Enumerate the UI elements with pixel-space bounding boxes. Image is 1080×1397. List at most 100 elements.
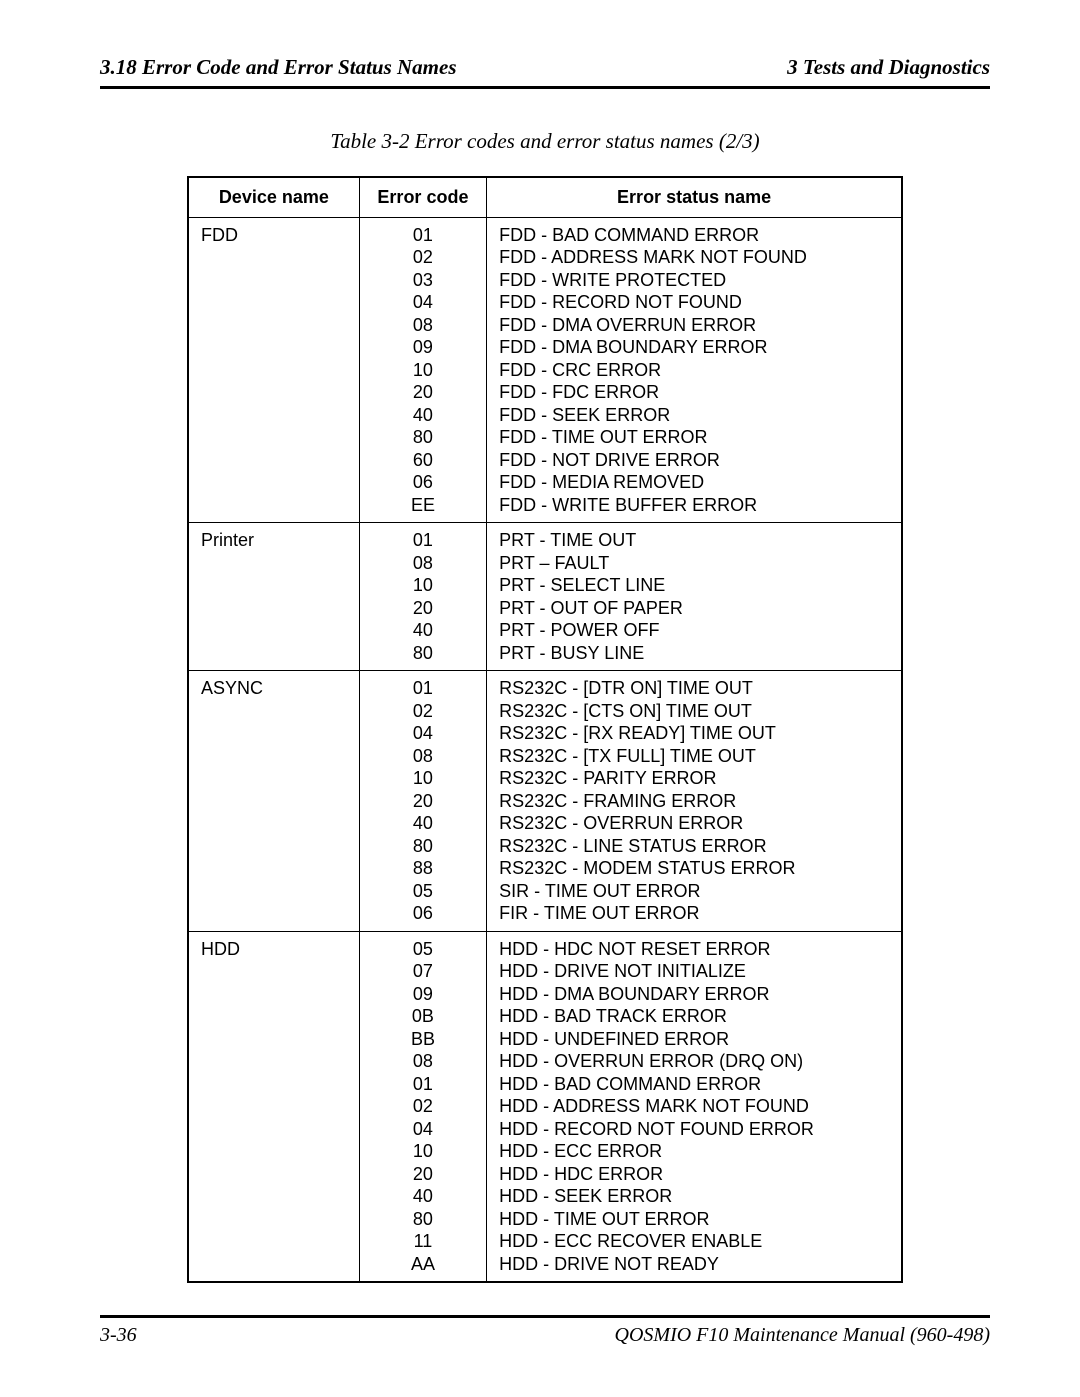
error-status-value: RS232C - [RX READY] TIME OUT — [499, 722, 889, 745]
device-name-cell: Printer — [188, 523, 359, 671]
error-status-value: HDD - TIME OUT ERROR — [499, 1208, 889, 1231]
col-header-device: Device name — [188, 177, 359, 217]
error-status-value: HDD - ECC RECOVER ENABLE — [499, 1230, 889, 1253]
table-caption: Table 3-2 Error codes and error status n… — [100, 129, 990, 154]
error-code-value: 88 — [372, 857, 474, 880]
error-status-value: HDD - HDC ERROR — [499, 1163, 889, 1186]
error-status-value: FDD - NOT DRIVE ERROR — [499, 449, 889, 472]
error-status-value: FDD - RECORD NOT FOUND — [499, 291, 889, 314]
table-header-row: Device name Error code Error status name — [188, 177, 902, 217]
error-code-value: 09 — [372, 983, 474, 1006]
error-code-value: 07 — [372, 960, 474, 983]
error-status-value: HDD - DRIVE NOT INITIALIZE — [499, 960, 889, 983]
error-code-value: 40 — [372, 619, 474, 642]
error-code-value: 08 — [372, 1050, 474, 1073]
device-name-cell: ASYNC — [188, 671, 359, 932]
error-status-value: FDD - FDC ERROR — [499, 381, 889, 404]
error-code-value: 01 — [372, 677, 474, 700]
page: 3.18 Error Code and Error Status Names 3… — [0, 0, 1080, 1397]
error-status-cell: RS232C - [DTR ON] TIME OUTRS232C - [CTS … — [487, 671, 902, 932]
table-row: HDD0507090BBB080102041020408011AAHDD - H… — [188, 931, 902, 1282]
error-code-value: 20 — [372, 597, 474, 620]
error-code-value: 80 — [372, 1208, 474, 1231]
error-status-value: RS232C - [DTR ON] TIME OUT — [499, 677, 889, 700]
error-code-value: 03 — [372, 269, 474, 292]
error-status-value: PRT - OUT OF PAPER — [499, 597, 889, 620]
error-code-value: 01 — [372, 1073, 474, 1096]
error-code-value: 20 — [372, 1163, 474, 1186]
error-code-cell: 010203040809102040806006EE — [359, 217, 486, 523]
error-code-value: 40 — [372, 812, 474, 835]
error-code-value: 0B — [372, 1005, 474, 1028]
error-status-value: FDD - DMA BOUNDARY ERROR — [499, 336, 889, 359]
error-status-value: HDD - ECC ERROR — [499, 1140, 889, 1163]
error-code-value: 11 — [372, 1230, 474, 1253]
error-code-value: 80 — [372, 642, 474, 665]
error-status-value: HDD - BAD COMMAND ERROR — [499, 1073, 889, 1096]
device-name-cell: FDD — [188, 217, 359, 523]
footer-manual-title: QOSMIO F10 Maintenance Manual (960-498) — [615, 1324, 990, 1347]
error-status-value: FIR - TIME OUT ERROR — [499, 902, 889, 925]
page-header: 3.18 Error Code and Error Status Names 3… — [100, 55, 990, 89]
error-status-value: FDD - DMA OVERRUN ERROR — [499, 314, 889, 337]
footer-page-number: 3-36 — [100, 1324, 137, 1347]
error-status-value: FDD - BAD COMMAND ERROR — [499, 224, 889, 247]
error-status-cell: HDD - HDC NOT RESET ERRORHDD - DRIVE NOT… — [487, 931, 902, 1282]
error-status-value: RS232C - FRAMING ERROR — [499, 790, 889, 813]
error-code-value: EE — [372, 494, 474, 517]
error-status-value: HDD - HDC NOT RESET ERROR — [499, 938, 889, 961]
error-code-value: 80 — [372, 426, 474, 449]
error-code-value: 10 — [372, 574, 474, 597]
error-code-value: 09 — [372, 336, 474, 359]
error-code-cell: 010810204080 — [359, 523, 486, 671]
error-code-value: 20 — [372, 790, 474, 813]
error-code-value: 02 — [372, 1095, 474, 1118]
error-status-value: PRT – FAULT — [499, 552, 889, 575]
error-status-value: FDD - WRITE PROTECTED — [499, 269, 889, 292]
header-chapter-title: 3 Tests and Diagnostics — [787, 55, 990, 80]
error-code-value: 08 — [372, 552, 474, 575]
error-code-value: 08 — [372, 314, 474, 337]
error-status-value: HDD - RECORD NOT FOUND ERROR — [499, 1118, 889, 1141]
error-code-cell: 0102040810204080880506 — [359, 671, 486, 932]
error-status-value: SIR - TIME OUT ERROR — [499, 880, 889, 903]
table-container: Device name Error code Error status name… — [100, 176, 990, 1283]
error-status-value: RS232C - [TX FULL] TIME OUT — [499, 745, 889, 768]
page-footer: 3-36 QOSMIO F10 Maintenance Manual (960-… — [100, 1315, 990, 1347]
error-status-value: HDD - OVERRUN ERROR (DRQ ON) — [499, 1050, 889, 1073]
error-code-value: 01 — [372, 224, 474, 247]
table-body: FDD010203040809102040806006EEFDD - BAD C… — [188, 217, 902, 1282]
error-code-value: 02 — [372, 246, 474, 269]
table-row: ASYNC0102040810204080880506RS232C - [DTR… — [188, 671, 902, 932]
error-status-value: HDD - DRIVE NOT READY — [499, 1253, 889, 1276]
header-section-title: 3.18 Error Code and Error Status Names — [100, 55, 457, 80]
error-status-value: PRT - BUSY LINE — [499, 642, 889, 665]
error-status-value: HDD - DMA BOUNDARY ERROR — [499, 983, 889, 1006]
table-row: FDD010203040809102040806006EEFDD - BAD C… — [188, 217, 902, 523]
col-header-code: Error code — [359, 177, 486, 217]
error-status-value: FDD - CRC ERROR — [499, 359, 889, 382]
error-status-value: FDD - ADDRESS MARK NOT FOUND — [499, 246, 889, 269]
error-code-value: 10 — [372, 359, 474, 382]
error-code-cell: 0507090BBB080102041020408011AA — [359, 931, 486, 1282]
error-status-value: PRT - POWER OFF — [499, 619, 889, 642]
error-status-value: FDD - MEDIA REMOVED — [499, 471, 889, 494]
error-status-value: RS232C - [CTS ON] TIME OUT — [499, 700, 889, 723]
error-code-value: BB — [372, 1028, 474, 1051]
error-status-value: RS232C - LINE STATUS ERROR — [499, 835, 889, 858]
error-code-value: 40 — [372, 404, 474, 427]
error-code-value: 10 — [372, 1140, 474, 1163]
error-code-value: 08 — [372, 745, 474, 768]
error-code-value: 60 — [372, 449, 474, 472]
error-code-value: 05 — [372, 938, 474, 961]
error-code-value: 10 — [372, 767, 474, 790]
error-status-value: PRT - TIME OUT — [499, 529, 889, 552]
error-code-value: 06 — [372, 902, 474, 925]
error-code-value: 04 — [372, 722, 474, 745]
error-status-value: PRT - SELECT LINE — [499, 574, 889, 597]
error-status-cell: PRT - TIME OUTPRT – FAULTPRT - SELECT LI… — [487, 523, 902, 671]
error-status-value: FDD - WRITE BUFFER ERROR — [499, 494, 889, 517]
error-code-value: 06 — [372, 471, 474, 494]
error-status-cell: FDD - BAD COMMAND ERRORFDD - ADDRESS MAR… — [487, 217, 902, 523]
error-status-value: FDD - SEEK ERROR — [499, 404, 889, 427]
